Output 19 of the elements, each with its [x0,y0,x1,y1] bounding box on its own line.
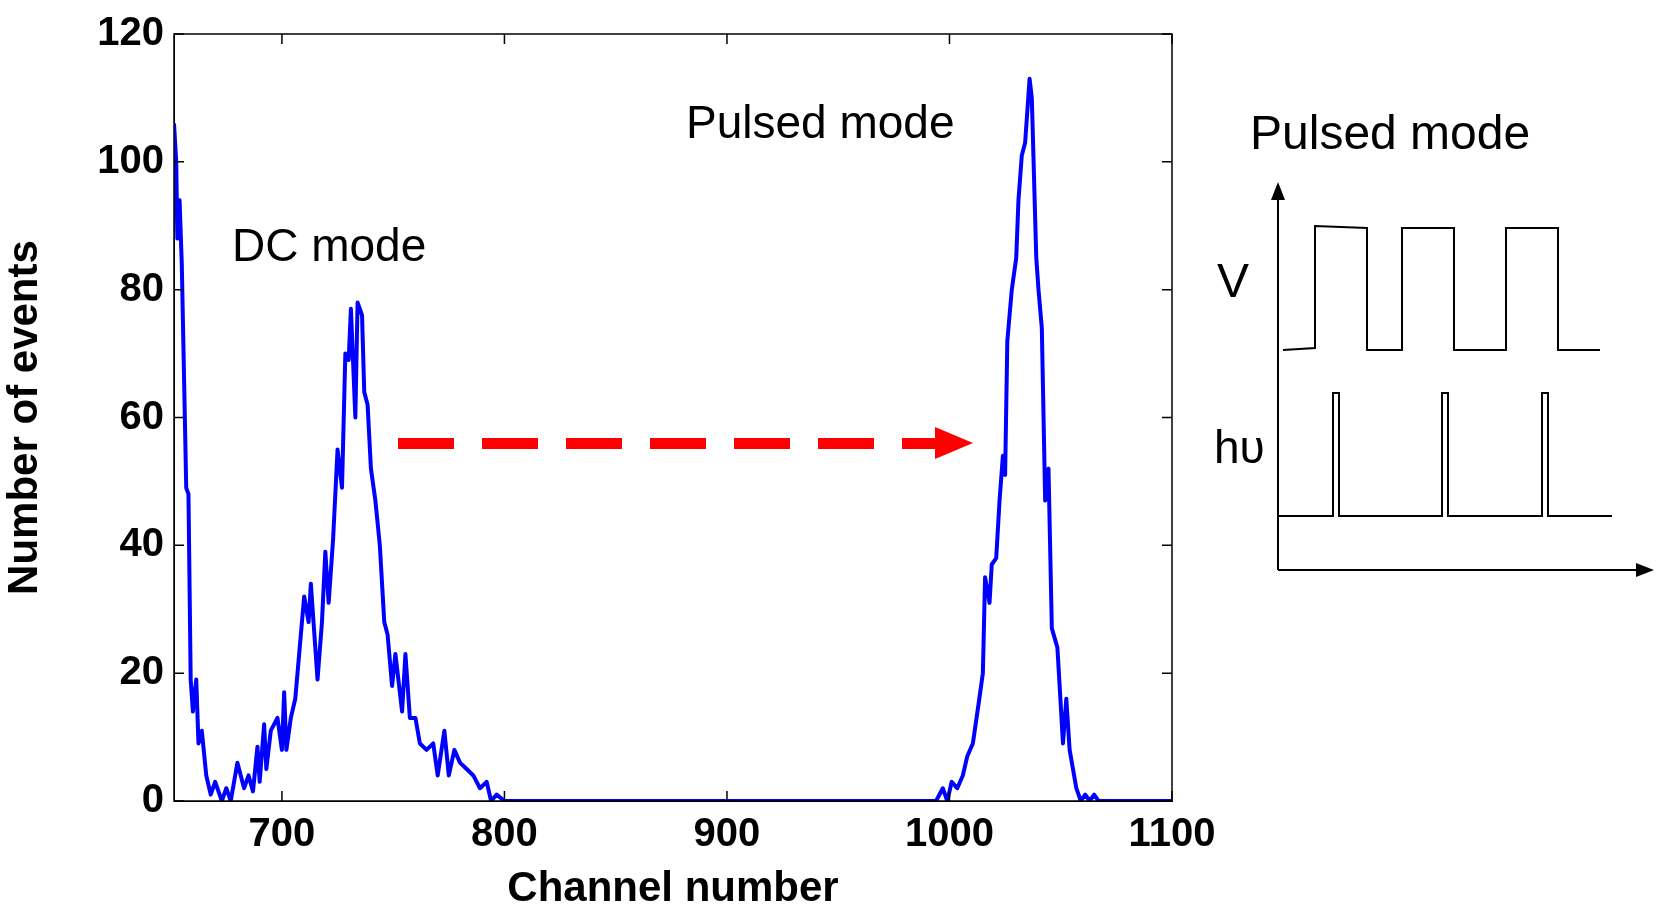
x-axis-title: Channel number [507,863,839,911]
y-tick-label: 120 [97,9,164,54]
x-tick-label: 700 [248,810,316,855]
x-tick-label: 1000 [904,810,994,855]
y-tick-label: 60 [119,392,164,437]
y-tick-label: 100 [97,136,164,181]
text: V [1217,253,1250,308]
y-tick-label: 80 [119,264,164,309]
text: Pulsed mode [1250,105,1531,160]
x-tick-label: 1100 [1128,810,1216,855]
y-axis-title: Number of events [0,240,46,595]
y-tick-label: 40 [119,520,164,565]
annotation: Pulsed mode [686,95,955,149]
annotation: DC mode [232,218,427,272]
x-tick-label: 800 [471,810,538,855]
y-tick-label: 20 [119,648,164,693]
x-tick-label: 900 [693,810,761,855]
text: hυ [1214,420,1265,474]
y-tick-label: 0 [141,776,164,821]
